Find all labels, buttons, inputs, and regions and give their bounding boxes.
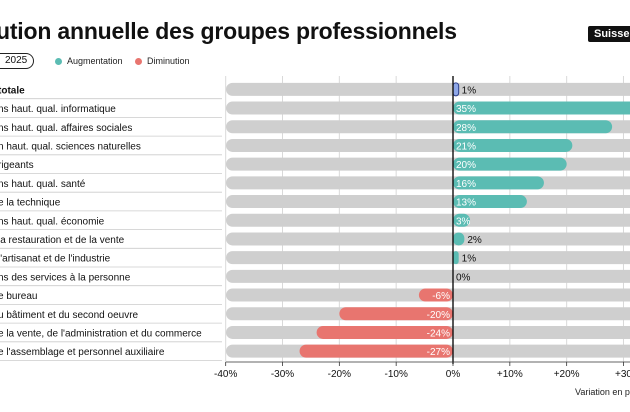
bar [453, 120, 613, 134]
bar-track [226, 82, 630, 96]
category-label: ns des services à la personne [0, 272, 131, 283]
data-label: 35% [456, 104, 476, 115]
category-label: e bureau [0, 291, 37, 302]
x-tick-label: 0% [446, 369, 461, 380]
data-label: -24% [427, 328, 450, 339]
x-axis-caption: Variation en p [575, 387, 630, 397]
data-label: -27% [427, 347, 450, 358]
bar [453, 157, 567, 171]
bar [339, 307, 453, 321]
chart-title: ution annuelle des groupes professionnel… [0, 18, 457, 44]
bar [452, 82, 460, 97]
bar [299, 344, 453, 358]
region-badge[interactable]: Suisse [588, 26, 630, 42]
data-label: 16% [456, 179, 476, 190]
category-label: totale [0, 85, 25, 96]
data-label: 20% [456, 160, 476, 171]
category-label: n haut. qual. sciences naturelles [0, 141, 141, 152]
legend-item-decrease: Diminution [135, 56, 190, 66]
bar [453, 138, 573, 152]
category-label: e la vente, de l'administration et du co… [0, 328, 202, 339]
category-label: ns haut. qual. informatique [0, 104, 116, 115]
legend-dot-increase [55, 57, 62, 65]
bar [453, 176, 544, 190]
category-label: l'artisanat et de l'industrie [0, 254, 111, 265]
data-label: 0% [456, 272, 471, 283]
category-label: u bâtiment et du second oeuvre [0, 310, 139, 321]
legend-label-increase: Augmentation [67, 56, 123, 66]
x-tick-label: +20% [554, 369, 580, 380]
bar [453, 251, 459, 265]
bar [453, 101, 630, 115]
data-label: 2% [467, 235, 482, 246]
bar-track [226, 176, 630, 190]
x-tick-label: -10% [384, 369, 407, 380]
data-label: 1% [462, 254, 477, 265]
x-tick-label: +10% [497, 369, 523, 380]
bar-track [226, 157, 630, 171]
category-label: ns haut. qual. économie [0, 216, 105, 227]
bar-track [226, 232, 630, 246]
x-tick-label: -40% [214, 369, 237, 380]
category-label: e la technique [0, 198, 61, 209]
x-tick-label: -20% [328, 369, 351, 380]
category-label: la restauration et de la vente [0, 235, 125, 246]
bar [453, 213, 471, 227]
bar [316, 325, 453, 339]
bar [453, 232, 465, 246]
data-label: 13% [456, 198, 476, 209]
bar-track [226, 269, 630, 283]
bar-track [226, 251, 630, 265]
bar-track [226, 213, 630, 227]
data-label: -6% [432, 291, 450, 302]
bar [453, 195, 527, 209]
x-tick-label: -30% [271, 369, 294, 380]
category-label: e l'assemblage et personnel auxiliaire [0, 347, 165, 358]
legend-dot-decrease [135, 57, 142, 65]
category-label: rigeants [0, 160, 34, 171]
category-label: ns haut. qual. santé [0, 179, 86, 190]
legend-label-decrease: Diminution [147, 56, 190, 66]
legend-item-increase: Augmentation [55, 56, 123, 66]
period-selector[interactable]: 2025 [0, 53, 35, 69]
bar-track [226, 195, 630, 209]
data-label: 21% [456, 141, 476, 152]
data-label: 1% [462, 85, 477, 96]
bar [418, 288, 453, 302]
data-label: -20% [427, 310, 450, 321]
x-tick-label: +30 [615, 369, 630, 380]
category-label: ns haut. qual. affaires sociales [0, 123, 132, 134]
data-label: 3% [456, 216, 471, 227]
data-label: 28% [456, 123, 476, 134]
